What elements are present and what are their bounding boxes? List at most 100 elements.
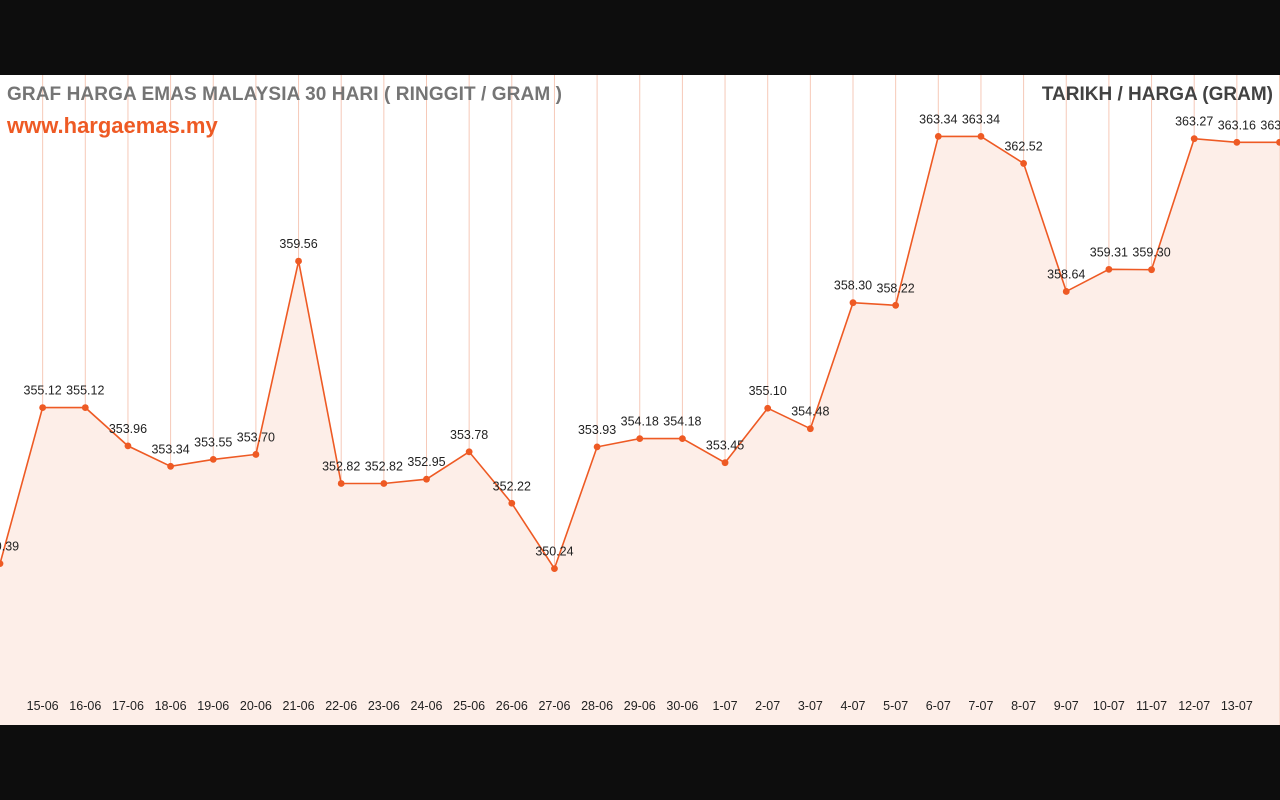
data-label-22-06: 352.82 [322, 459, 360, 473]
x-tick-3-07: 3-07 [798, 699, 823, 713]
data-point-14-07 [1276, 138, 1280, 146]
data-label-13-07: 363.16 [1218, 118, 1256, 132]
x-tick-27-06: 27-06 [538, 699, 570, 713]
chart-title: GRAF HARGA EMAS MALAYSIA 30 HARI ( RINGG… [7, 84, 563, 105]
data-point-28-06 [593, 443, 601, 451]
data-label-19-06: 353.55 [194, 435, 232, 449]
data-point-19-06 [209, 455, 217, 463]
x-tick-11-07: 11-07 [1136, 699, 1167, 713]
data-label-6-07: 363.34 [919, 112, 957, 126]
x-tick-7-07: 7-07 [968, 699, 993, 713]
data-label-14-06: 350.39 [0, 540, 19, 554]
data-point-7-07 [977, 132, 985, 140]
site-url-link[interactable]: www.hargaemas.my [7, 113, 218, 138]
x-axis-ticks: 15-06 16-06 17-06 18-06 19-06 20-06 21-06 22-06… [27, 699, 1253, 713]
data-points [0, 132, 1280, 573]
x-tick-8-07: 8-07 [1011, 699, 1036, 713]
data-label-1-07: 353.45 [706, 439, 744, 453]
x-tick-6-07: 6-07 [926, 699, 951, 713]
data-label-7-07: 363.34 [962, 112, 1000, 126]
data-label-24-06: 352.95 [407, 455, 445, 469]
data-point-29-06 [636, 435, 644, 443]
axis-legend-label: TARIKH / HARGA (GRAM) [1041, 84, 1273, 105]
data-point-13-07 [1233, 138, 1241, 146]
x-tick-22-06: 22-06 [325, 699, 357, 713]
x-tick-29-06: 29-06 [624, 699, 656, 713]
data-point-25-06 [465, 448, 473, 456]
x-tick-15-06: 15-06 [27, 699, 59, 713]
x-tick-5-07: 5-07 [883, 699, 908, 713]
data-label-25-06: 353.78 [450, 428, 488, 442]
data-label-16-06: 355.12 [66, 384, 104, 398]
data-point-8-07 [1020, 160, 1027, 167]
data-label-29-06: 354.18 [621, 415, 659, 429]
x-tick-21-06: 21-06 [283, 699, 315, 713]
data-label-3-07: 354.48 [791, 405, 829, 419]
data-point-1-07 [721, 459, 729, 467]
data-point-18-06 [167, 462, 175, 470]
data-point-22-06 [337, 480, 345, 487]
data-label-4-07: 358.30 [834, 279, 872, 293]
x-tick-16-06: 16-06 [69, 699, 101, 713]
data-point-17-06 [124, 442, 132, 450]
x-tick-4-07: 4-07 [840, 699, 865, 713]
data-labels: 350.39 355.12 355.12 353.96 353.34 353.55 353.… [0, 112, 1280, 558]
x-tick-13-07: 13-07 [1221, 699, 1253, 713]
data-label-20-06: 353.70 [237, 430, 275, 444]
data-label-18-06: 353.34 [151, 442, 189, 456]
x-tick-9-07: 9-07 [1054, 699, 1079, 713]
data-label-2-07: 355.10 [749, 384, 787, 398]
data-label-27-06: 350.24 [535, 545, 573, 559]
x-tick-19-06: 19-06 [197, 699, 229, 713]
data-label-5-07: 358.22 [877, 281, 915, 295]
x-tick-24-06: 24-06 [411, 699, 443, 713]
data-point-26-06 [508, 499, 516, 507]
data-point-20-06 [252, 451, 260, 458]
x-tick-26-06: 26-06 [496, 699, 528, 713]
gold-price-chart: 350.39 355.12 355.12 353.96 353.34 353.55 353.… [0, 75, 1280, 725]
data-point-16-06 [81, 404, 89, 411]
x-tick-12-07: 12-07 [1178, 699, 1210, 713]
data-point-12-07 [1190, 135, 1198, 143]
data-label-12-07: 363.27 [1175, 115, 1213, 129]
data-point-5-07 [892, 301, 900, 309]
x-tick-28-06: 28-06 [581, 699, 613, 713]
data-point-15-06 [39, 404, 47, 411]
data-label-9-07: 358.64 [1047, 267, 1085, 281]
data-point-4-07 [849, 299, 857, 307]
x-tick-25-06: 25-06 [453, 699, 485, 713]
data-point-9-07 [1062, 288, 1070, 295]
data-label-28-06: 353.93 [578, 423, 616, 437]
data-point-10-07 [1105, 265, 1113, 273]
data-point-14-06 [0, 560, 4, 568]
data-point-21-06 [295, 257, 302, 265]
data-label-8-07: 362.52 [1004, 139, 1042, 153]
data-point-3-07 [806, 425, 814, 433]
data-label-15-06: 355.12 [24, 384, 62, 398]
data-label-10-07: 359.31 [1090, 245, 1128, 259]
chart-canvas: 350.39 355.12 355.12 353.96 353.34 353.55 353.… [0, 75, 1280, 725]
data-label-26-06: 352.22 [493, 479, 531, 493]
data-label-14-07: 363.16 [1260, 118, 1280, 132]
data-label-30-06: 354.18 [663, 415, 701, 429]
x-tick-2-07: 2-07 [755, 699, 780, 713]
x-tick-1-07: 1-07 [713, 699, 738, 713]
x-tick-23-06: 23-06 [368, 699, 400, 713]
data-label-11-07: 359.30 [1132, 246, 1170, 260]
data-point-11-07 [1148, 266, 1155, 274]
data-label-21-06: 359.56 [279, 237, 317, 251]
x-tick-20-06: 20-06 [240, 699, 272, 713]
price-area-fill [0, 136, 1280, 725]
data-point-6-07 [934, 132, 942, 140]
data-label-23-06: 352.82 [365, 459, 403, 473]
data-point-23-06 [380, 480, 388, 487]
x-tick-30-06: 30-06 [666, 699, 698, 713]
data-point-2-07 [764, 404, 772, 412]
data-point-30-06 [679, 435, 686, 443]
data-label-17-06: 353.96 [109, 422, 147, 436]
data-point-27-06 [551, 565, 558, 573]
x-tick-10-07: 10-07 [1093, 699, 1125, 713]
data-point-24-06 [423, 475, 430, 483]
x-tick-18-06: 18-06 [155, 699, 187, 713]
x-tick-17-06: 17-06 [112, 699, 144, 713]
